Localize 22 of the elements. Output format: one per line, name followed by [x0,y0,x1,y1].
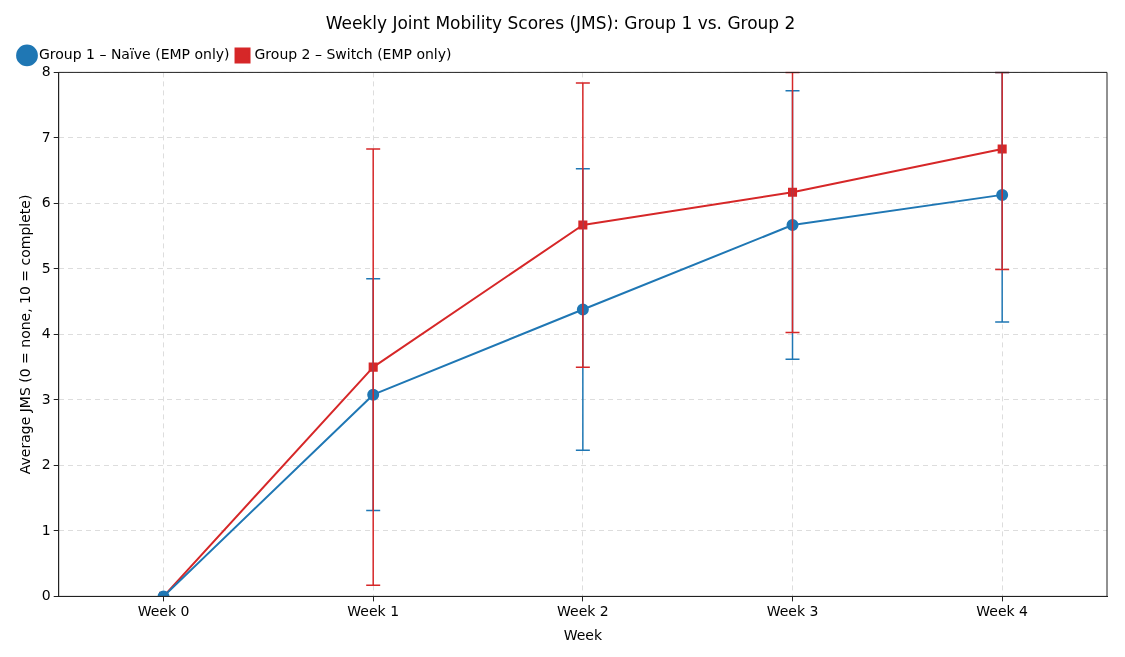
y-tick-label: 6 [41,194,51,211]
y-axis-title: Average JMS (0 = none, 10 = complete) [17,194,34,475]
legend-label: Group 1 – Naïve (EMP only) [39,46,230,63]
point [578,220,588,230]
chart-title: Weekly Joint Mobility Scores (JMS): Group 1 vs. Group 2 [325,12,796,33]
y-tick-label: 4 [41,325,51,342]
x-tick-label: Week 4 [976,603,1029,620]
y-tick-label: 7 [41,128,51,145]
y-tick-label: 3 [41,390,51,407]
y-tick-label: 0 [41,587,51,604]
y-tick-label: 1 [41,521,51,538]
legend-label: Group 2 – Switch (EMP only) [254,46,452,63]
x-axis-title: Week [563,627,603,644]
point [997,144,1007,154]
y-tick-label: 2 [41,456,51,473]
y-tick-label: 8 [41,63,51,80]
x-tick-label: Week 1 [347,603,400,620]
x-tick-label: Week 3 [766,603,819,620]
x-tick-label: Week 0 [137,603,190,620]
x-tick-label: Week 2 [556,603,609,620]
point [787,187,798,197]
y-tick-label: 5 [41,259,51,276]
